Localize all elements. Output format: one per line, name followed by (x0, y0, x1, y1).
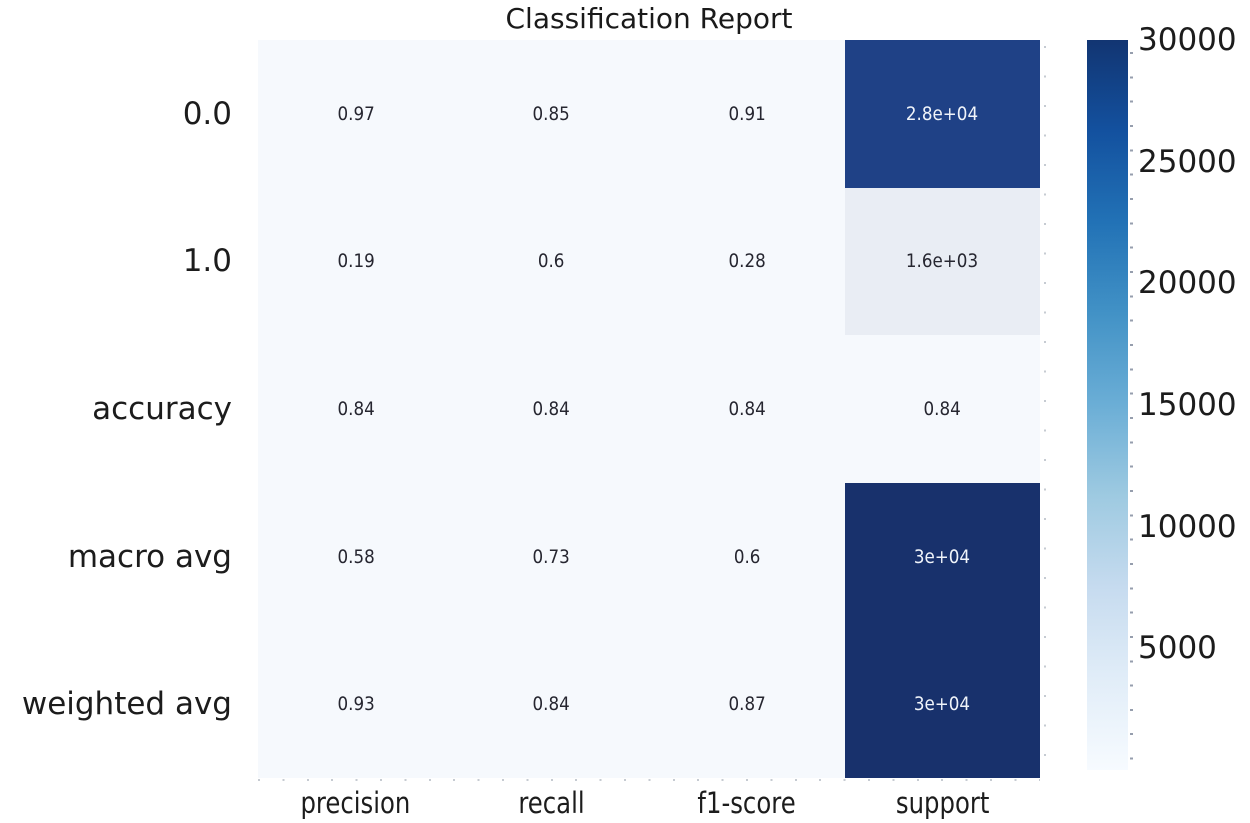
cell-value: 0.84 (923, 397, 961, 420)
colorbar-tick-label: 25000 (1138, 143, 1237, 180)
x-axis-column-labels: precision recall f1-score support (258, 783, 1040, 823)
column-label-text: precision (300, 786, 411, 820)
heatmap-cell: 0.84 (258, 335, 454, 483)
cell-value: 0.87 (728, 693, 766, 716)
cell-value: 2.8e+04 (906, 102, 979, 125)
colorbar-tick-label: 15000 (1138, 387, 1237, 423)
column-label: support (845, 783, 1041, 823)
heatmap-cell: 2.8e+04 (844, 40, 1040, 188)
column-label-text: support (895, 786, 990, 820)
cell-value: 0.58 (337, 545, 375, 568)
heatmap-cell: 0.91 (649, 40, 845, 188)
cell-value: 0.28 (728, 250, 766, 273)
heatmap-cell: 0.58 (258, 482, 454, 631)
cell-value: 0.6 (733, 545, 761, 568)
heatmap-cell: 3e+04 (844, 482, 1040, 631)
colorbar-minor-ticks (1130, 52, 1133, 770)
heatmap-cell: 0.84 (453, 335, 649, 483)
cell-value: 0.84 (532, 397, 570, 420)
cell-value: 3e+04 (914, 545, 971, 568)
colorbar-tick-label: 20000 (1138, 265, 1237, 302)
cell-value: 0.84 (532, 693, 570, 716)
y-axis-minor-ticks (1044, 46, 1046, 778)
cell-value: 0.93 (337, 693, 375, 716)
heatmap-cell: 0.84 (453, 630, 649, 778)
cell-value: 0.97 (337, 102, 375, 125)
heatmap-cell: 0.6 (649, 482, 845, 631)
column-label: f1-score (649, 783, 845, 823)
x-axis-minor-ticks (258, 779, 1040, 781)
heatmap-cell: 1.6e+03 (844, 187, 1040, 336)
chart-title: Classification Report (505, 2, 793, 35)
colorbar-tick-label: 30000 (1138, 22, 1237, 58)
cell-value: 0.73 (532, 545, 570, 568)
cell-value: 0.6 (537, 250, 565, 273)
heatmap-cell: 0.6 (453, 187, 649, 336)
cell-value: 0.91 (728, 102, 766, 125)
colorbar-gradient (1087, 40, 1128, 770)
row-label: 0.0 (182, 95, 232, 132)
column-label-text: f1-score (697, 786, 796, 820)
row-label: accuracy (92, 390, 232, 427)
cell-value: 0.84 (728, 397, 766, 420)
heatmap-cell: 0.73 (453, 482, 649, 631)
heatmap-cell: 0.28 (649, 187, 845, 336)
heatmap-cell: 0.19 (258, 187, 454, 336)
colorbar-tick-label: 10000 (1138, 508, 1237, 545)
heatmap-cell: 0.85 (453, 40, 649, 188)
row-label: macro avg (67, 538, 232, 575)
column-label-text: recall (518, 786, 585, 820)
heatmap-cell: 0.84 (844, 335, 1040, 483)
row-label: weighted avg (21, 686, 232, 723)
heatmap-cell: 0.97 (258, 40, 454, 188)
heatmap-cell: 3e+04 (844, 630, 1040, 778)
cell-value: 3e+04 (914, 693, 971, 716)
cell-value: 0.85 (532, 102, 570, 125)
heatmap-cell: 0.93 (258, 630, 454, 778)
y-axis-row-labels: 0.0 1.0 accuracy macro avg weighted avg (0, 40, 246, 778)
cell-value: 0.84 (337, 397, 375, 420)
colorbar-tick-label: 5000 (1138, 630, 1217, 667)
cell-value: 0.19 (337, 250, 375, 273)
column-label: recall (454, 783, 650, 823)
heatmap-cell: 0.87 (649, 630, 845, 778)
colorbar-tick-labels: 30000 25000 20000 15000 10000 5000 (1138, 22, 1250, 770)
cell-value: 1.6e+03 (906, 250, 979, 273)
column-label: precision (258, 783, 454, 823)
row-label: 1.0 (182, 243, 232, 280)
heatmap-cell: 0.84 (649, 335, 845, 483)
heatmap-grid: 0.97 0.85 0.91 2.8e+04 0.19 0.6 0.28 1.6e+03 0.8… (258, 40, 1040, 778)
